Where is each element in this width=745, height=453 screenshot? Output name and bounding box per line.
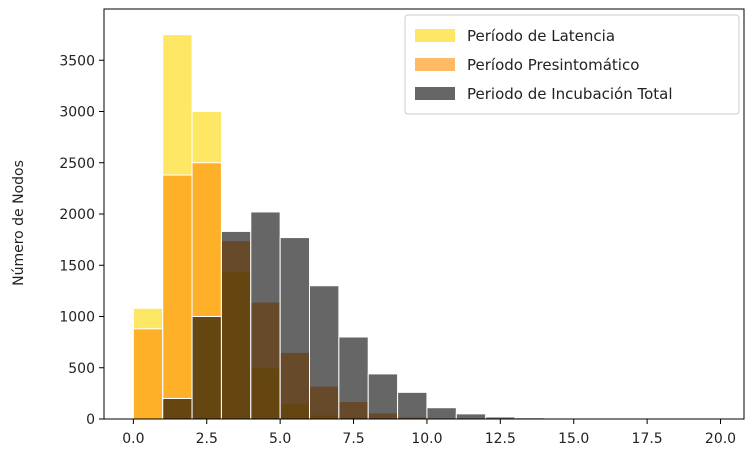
bar-series-1-bin-1 <box>162 174 193 420</box>
y-tick-label: 0 <box>86 412 95 428</box>
y-tick-label: 1000 <box>59 310 95 326</box>
bar-series-1-bin-0 <box>132 328 164 420</box>
bar-series-2-bin-6 <box>309 285 340 420</box>
legend-box <box>404 14 740 115</box>
bar-series-2-bin-3 <box>220 230 252 420</box>
x-tick-label: 0.0 <box>122 431 144 447</box>
y-tick-label: 3500 <box>59 53 95 69</box>
x-tick-label: 17.5 <box>632 431 663 447</box>
x-tick-label: 12.5 <box>485 431 516 447</box>
legend-swatch-1 <box>415 58 455 71</box>
bar-series-2-bin-5 <box>279 237 311 420</box>
bar-series-2-bin-4 <box>250 211 281 420</box>
x-tick-label: 5.0 <box>269 431 291 447</box>
y-tick-label: 1500 <box>59 258 95 274</box>
x-tick-label: 7.5 <box>342 431 364 447</box>
bar-series-2-bin-8 <box>367 373 399 420</box>
y-axis-label: Número de Nodos <box>11 160 27 286</box>
legend: Período de Latencia Período Presintomátic… <box>404 14 740 115</box>
legend-label-2: Periodo de Incubación Total <box>467 85 673 103</box>
bar-series-2-bin-1 <box>162 398 193 420</box>
bar-series-2-bin-7 <box>338 336 369 420</box>
bar-series-2-bin-11 <box>455 413 487 420</box>
y-tick-label: 500 <box>68 361 95 377</box>
legend-label-0: Período de Latencia <box>467 27 615 45</box>
y-tick-label: 2500 <box>59 156 95 172</box>
y-tick-label: 2000 <box>59 207 95 223</box>
x-tick-label: 15.0 <box>558 431 589 447</box>
x-tick-label: 2.5 <box>196 431 218 447</box>
x-tick-label: 10.0 <box>411 431 442 447</box>
y-tick-label: 3000 <box>59 105 95 121</box>
legend-label-1: Período Presintomático <box>467 56 639 74</box>
x-tick-label: 20.0 <box>705 431 736 447</box>
bar-series-2-bin-9 <box>397 391 428 420</box>
bars-layer <box>132 34 604 420</box>
axes-layer: 0.0 2.5 5.0 7.5 10.0 12.5 15.0 17.5 20.0 0 500 1000… <box>59 8 745 447</box>
bar-series-2-bin-10 <box>426 407 457 420</box>
bar-series-2-bin-2 <box>191 316 222 420</box>
legend-swatch-0 <box>415 29 455 42</box>
legend-swatch-2 <box>415 87 455 100</box>
